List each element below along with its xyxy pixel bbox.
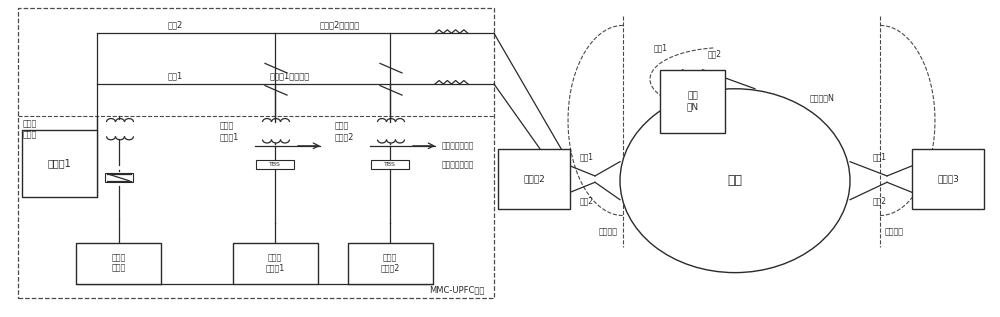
Text: MMC-UPFC系统: MMC-UPFC系统 [429, 286, 484, 295]
Bar [498, 149, 570, 209]
Text: 晶闸管旁路开关: 晶闸管旁路开关 [442, 160, 474, 169]
Text: 并联侧
变压器: 并联侧 变压器 [23, 120, 37, 139]
Text: 变电站1: 变电站1 [48, 158, 71, 168]
Text: 串联侧
换流器1: 串联侧 换流器1 [265, 253, 285, 273]
Text: 变电站3: 变电站3 [937, 175, 959, 184]
Text: 低压侧旁路开关: 低压侧旁路开关 [442, 141, 474, 150]
Text: 远端断面: 远端断面 [885, 227, 904, 236]
Text: TBS: TBS [384, 162, 396, 167]
Text: 负荷: 负荷 [728, 174, 742, 187]
Bar [660, 70, 725, 133]
Text: 线路1: 线路1 [580, 152, 594, 161]
Text: 串联侧2旁路开关: 串联侧2旁路开关 [320, 21, 360, 29]
Text: 串联侧
变压器1: 串联侧 变压器1 [220, 122, 239, 141]
Text: TBS: TBS [269, 162, 281, 167]
Bar [256, 160, 294, 169]
Text: 串联侧
变压器2: 串联侧 变压器2 [335, 122, 354, 141]
Text: 变电
站N: 变电 站N [686, 92, 699, 111]
Text: 远端断面N: 远端断面N [810, 94, 835, 103]
Bar [912, 149, 984, 209]
Bar [105, 173, 133, 182]
Text: 变电站2: 变电站2 [523, 175, 545, 184]
Bar [18, 8, 494, 298]
Bar [371, 160, 409, 169]
Text: 并联侧
换流器: 并联侧 换流器 [112, 253, 126, 273]
Bar [76, 243, 161, 284]
Bar [348, 243, 433, 284]
Text: 近端断面: 近端断面 [599, 227, 618, 236]
Bar [22, 130, 97, 197]
Text: 串联侧
换流器2: 串联侧 换流器2 [380, 253, 400, 273]
Text: 线路2: 线路2 [167, 21, 183, 29]
Text: 线路2: 线路2 [580, 196, 594, 205]
Text: 线路2: 线路2 [873, 196, 887, 205]
Bar [232, 243, 318, 284]
Text: 线路1: 线路1 [654, 43, 668, 52]
Text: 线路1: 线路1 [167, 71, 183, 80]
Text: 线路1: 线路1 [873, 152, 887, 161]
Ellipse shape [620, 89, 850, 273]
Text: 线路2: 线路2 [708, 49, 722, 58]
Text: 串联侧1旁路开关: 串联侧1旁路开关 [270, 71, 310, 80]
